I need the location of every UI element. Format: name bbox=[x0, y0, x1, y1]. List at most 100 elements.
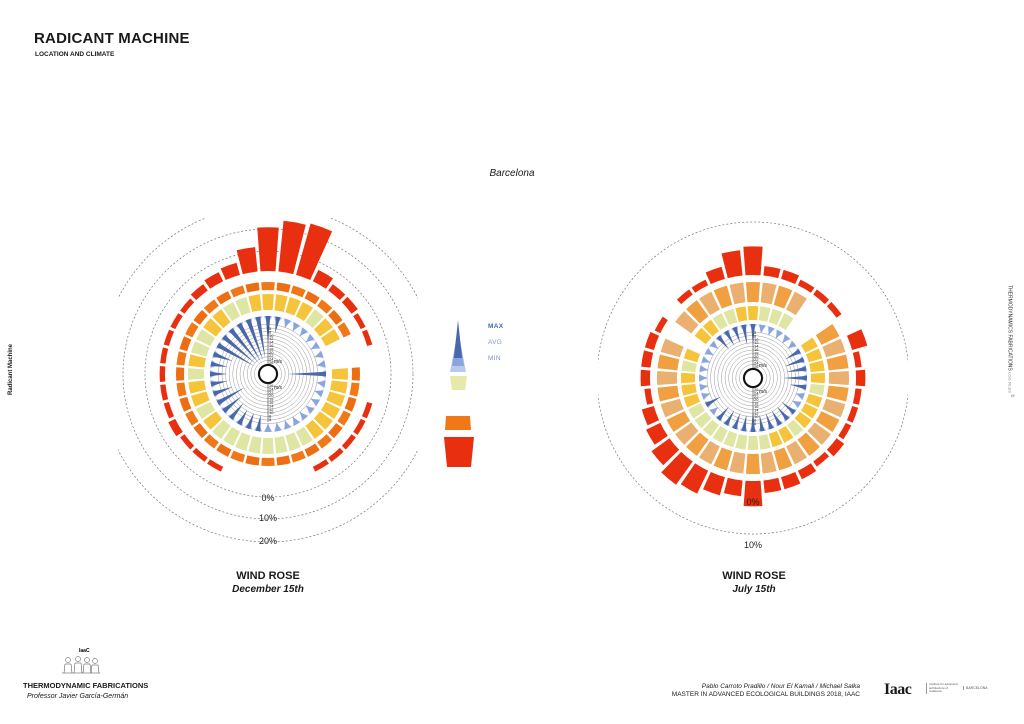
temperature-band-segment bbox=[723, 430, 738, 448]
temperature-band-segment bbox=[330, 380, 348, 394]
frequency-bar bbox=[641, 350, 654, 368]
humidity-band-segment bbox=[826, 354, 849, 371]
frequency-bar bbox=[646, 422, 668, 445]
temperature-band-segment bbox=[786, 419, 804, 437]
temperature-band-segment bbox=[188, 354, 206, 368]
speed-tick: 10 bbox=[269, 410, 274, 415]
temperature-band-segment bbox=[794, 411, 812, 429]
humidity-band-segment bbox=[760, 282, 777, 305]
frequency-bar bbox=[702, 471, 725, 496]
temperature-band-segment bbox=[223, 301, 241, 322]
wind-max-icon bbox=[771, 410, 782, 426]
temperature-band-segment bbox=[688, 403, 706, 419]
frequency-bar bbox=[781, 269, 800, 285]
humidity-band-segment bbox=[179, 396, 192, 412]
frequency-bar bbox=[838, 422, 852, 440]
wind-max-icon bbox=[741, 414, 747, 432]
temperature-band-segment bbox=[778, 425, 794, 443]
temperature-band-segment bbox=[800, 337, 818, 353]
humidity-band-segment bbox=[317, 434, 333, 449]
side-label-right-main: THERMODYNAMICS FABRICATIONS bbox=[1006, 285, 1013, 371]
wind-max-icon bbox=[237, 409, 248, 426]
course-logo: IaaC bbox=[62, 648, 100, 674]
temperature-band-segment bbox=[295, 301, 313, 322]
wind-avg-icon bbox=[759, 324, 766, 334]
wind-max-icon bbox=[212, 386, 233, 396]
center-circle bbox=[258, 364, 278, 384]
frequency-bar bbox=[781, 471, 801, 490]
humidity-band-segment bbox=[317, 299, 333, 314]
wind-max-icon bbox=[783, 375, 807, 381]
speed-tick: 14 bbox=[754, 344, 759, 349]
humidity-band-segment bbox=[245, 282, 260, 293]
copyright-mark: © bbox=[1010, 394, 1015, 398]
wind-max-icon bbox=[255, 414, 261, 432]
speed-unit: m/s bbox=[274, 385, 283, 391]
speed-tick: 24 bbox=[754, 390, 759, 395]
humidity-band-segment bbox=[773, 447, 793, 471]
wind-avg-icon bbox=[704, 348, 715, 356]
wind-max-icon bbox=[732, 412, 741, 430]
temperature-band-segment bbox=[191, 341, 210, 357]
wind-max-icon bbox=[229, 402, 244, 420]
frequency-bar bbox=[353, 313, 366, 330]
speed-tick: 8 bbox=[269, 414, 272, 419]
frequency-bar bbox=[644, 388, 654, 405]
frequency-bar bbox=[361, 329, 373, 346]
temperature-band-segment bbox=[191, 391, 210, 407]
wind-max-icon bbox=[716, 335, 730, 350]
frequency-bar bbox=[168, 418, 183, 437]
frequency-bar bbox=[640, 369, 651, 387]
frequency-bar bbox=[170, 313, 183, 330]
temperature-band-segment bbox=[735, 306, 748, 322]
wind-max-icon bbox=[255, 316, 266, 359]
humidity-band-segment bbox=[185, 322, 199, 338]
frequency-bar bbox=[160, 384, 169, 401]
humidity-band-segment bbox=[328, 423, 343, 439]
temperature-band-segment bbox=[203, 318, 223, 337]
legend-label-min: MIN bbox=[488, 355, 501, 362]
temperature-band-segment bbox=[195, 401, 216, 419]
frequency-bar bbox=[852, 388, 862, 405]
frequency-bar bbox=[353, 418, 366, 435]
wind-avg-icon bbox=[787, 341, 797, 350]
humidity-band-segment bbox=[807, 422, 831, 445]
humidity-band-segment bbox=[760, 451, 777, 474]
frequency-bar bbox=[296, 223, 333, 281]
temperature-band-segment bbox=[223, 426, 241, 447]
wind-max-icon bbox=[210, 361, 228, 367]
frequency-bar bbox=[813, 451, 830, 467]
wind-avg-icon bbox=[709, 341, 719, 350]
speed-tick: 10 bbox=[754, 337, 759, 342]
wind-avg-icon bbox=[299, 327, 308, 337]
speed-tick: 5 bbox=[754, 421, 757, 426]
page-subtitle: LOCATION AND CLIMATE bbox=[35, 51, 115, 58]
wind-max-icon bbox=[759, 414, 765, 432]
humidity-band-segment bbox=[185, 410, 199, 426]
temperature-band-segment bbox=[331, 368, 348, 380]
side-label-right-small: LOG FILES bbox=[1007, 372, 1013, 393]
wind-max-icon bbox=[789, 384, 807, 390]
frequency-bar bbox=[312, 459, 329, 472]
temperature-band-segment bbox=[681, 372, 696, 384]
frequency-bar bbox=[220, 262, 240, 281]
temperature-band-segment bbox=[248, 436, 262, 454]
frequency-ring-label: 10% bbox=[259, 513, 277, 523]
speed-tick: 24 bbox=[269, 386, 274, 391]
side-label-left: Radicant Machine bbox=[8, 343, 14, 395]
temperature-band-segment bbox=[702, 419, 720, 437]
humidity-band-segment bbox=[193, 423, 208, 439]
wind-avg-icon bbox=[701, 393, 711, 400]
frequency-bar bbox=[328, 284, 346, 301]
speed-tick: 26 bbox=[269, 383, 274, 388]
wind-max-icon bbox=[785, 349, 801, 360]
chart-legend bbox=[444, 320, 474, 467]
wind-avg-icon bbox=[699, 365, 709, 372]
humidity-band-segment bbox=[815, 411, 840, 432]
humidity-band-segment bbox=[745, 282, 761, 303]
temperature-band-segment bbox=[805, 348, 823, 363]
chart-subtitle-december: December 15th bbox=[232, 584, 304, 595]
humidity-band-segment bbox=[290, 285, 306, 298]
temperature-band-segment bbox=[305, 419, 324, 439]
frequency-bar bbox=[651, 438, 680, 466]
